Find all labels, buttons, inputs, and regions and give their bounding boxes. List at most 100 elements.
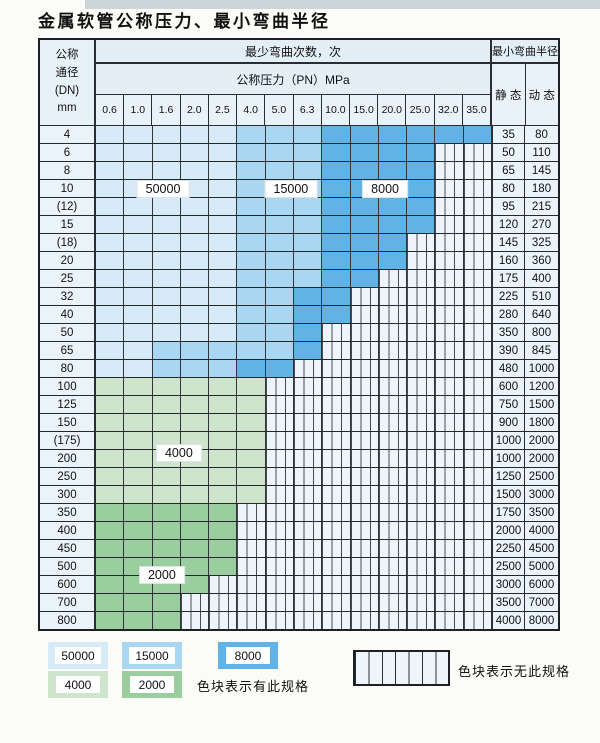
dn-cell: 600 <box>40 576 96 593</box>
spec-available-cell <box>378 198 408 215</box>
spec-available-cell <box>152 378 181 395</box>
table-row: (175) 1000 2000 <box>40 432 558 450</box>
spec-available-cell <box>378 144 408 161</box>
no-spec-cell <box>435 396 464 413</box>
table-row: 8 65 145 <box>40 162 558 180</box>
spec-available-cell <box>124 144 153 161</box>
pressure-header: 公称压力（PN）MPa <box>96 64 490 95</box>
spec-available-cell <box>435 126 464 143</box>
no-spec-cell <box>322 450 351 467</box>
spec-available-cell <box>180 468 210 485</box>
pressure-column-header: 20.0 <box>378 95 407 125</box>
spec-available-cell <box>322 144 351 161</box>
no-spec-cell <box>435 180 464 197</box>
static-radius-cell: 95 <box>492 198 525 215</box>
no-spec-cell <box>435 324 464 341</box>
spec-available-cell <box>265 324 294 341</box>
static-radius-cell: 2250 <box>492 540 525 557</box>
dn-cell: (12) <box>40 198 96 215</box>
no-spec-cell <box>293 612 323 629</box>
spec-available-cell <box>152 126 181 143</box>
spec-available-cell <box>124 522 153 539</box>
spec-available-cell <box>209 162 238 179</box>
spec-available-cell <box>350 252 379 269</box>
spec-available-cell <box>209 324 238 341</box>
no-spec-cell <box>435 576 464 593</box>
static-radius-cell: 600 <box>492 378 525 395</box>
no-spec-cell <box>463 504 492 521</box>
no-spec-cell <box>463 432 492 449</box>
spec-available-cell <box>96 594 125 611</box>
spec-available-cell <box>209 306 238 323</box>
pressure-column-header: 6.3 <box>294 95 322 125</box>
table-row: 600 3000 6000 <box>40 576 558 594</box>
spec-available-cell <box>96 288 125 305</box>
table-row: 20 160 360 <box>40 252 558 270</box>
no-spec-cell <box>435 558 464 575</box>
spec-available-cell <box>152 540 181 557</box>
dn-cell: 20 <box>40 252 96 269</box>
no-spec-cell <box>322 522 351 539</box>
spec-available-cell <box>237 180 266 197</box>
spec-available-cell <box>152 216 181 233</box>
no-spec-cell <box>407 486 436 503</box>
no-spec-cell <box>435 270 464 287</box>
no-spec-cell <box>435 306 464 323</box>
spec-available-cell <box>265 306 294 323</box>
table-body: 4 35 80 6 50 110 8 65 145 10 80 180 (12) 95 215 15 120 27… <box>40 125 558 629</box>
no-spec-cell <box>322 432 351 449</box>
spec-available-cell <box>209 288 238 305</box>
no-spec-cell <box>265 522 294 539</box>
no-spec-cell <box>237 522 266 539</box>
no-spec-cell <box>463 612 492 629</box>
spec-available-cell <box>180 522 210 539</box>
no-spec-cell <box>350 576 379 593</box>
no-spec-cell <box>293 414 323 431</box>
no-spec-cell <box>407 306 436 323</box>
spec-available-cell <box>350 270 379 287</box>
spec-available-cell <box>237 486 266 503</box>
no-spec-cell <box>237 594 266 611</box>
no-spec-cell <box>265 540 294 557</box>
spec-available-cell <box>265 288 294 305</box>
no-spec-cell <box>265 504 294 521</box>
cycle-count-label: 2000 <box>138 565 185 584</box>
no-spec-cell <box>378 378 408 395</box>
no-spec-cell <box>293 540 323 557</box>
cycle-count-label: 50000 <box>136 179 190 198</box>
spec-available-cell <box>265 162 294 179</box>
spec-available-cell <box>96 216 125 233</box>
spec-available-cell <box>124 162 153 179</box>
no-spec-cell <box>350 324 379 341</box>
no-spec-cell <box>407 504 436 521</box>
spec-available-cell <box>209 378 238 395</box>
spec-available-cell <box>265 198 294 215</box>
pressure-cells <box>96 486 492 503</box>
static-radius-cell: 175 <box>492 270 525 287</box>
static-radius-cell: 2500 <box>492 558 525 575</box>
no-spec-cell <box>463 414 492 431</box>
spec-available-cell <box>96 468 125 485</box>
spec-available-cell <box>96 612 125 629</box>
spec-available-cell <box>293 342 323 359</box>
dn-cell: 4 <box>40 126 96 143</box>
spec-available-cell <box>152 486 181 503</box>
spec-available-cell <box>237 360 266 377</box>
dynamic-radius-cell: 510 <box>525 288 558 305</box>
dynamic-radius-cell: 6000 <box>525 576 558 593</box>
no-spec-cell <box>265 576 294 593</box>
spec-available-cell <box>293 144 323 161</box>
spec-available-cell <box>124 396 153 413</box>
no-spec-cell <box>435 414 464 431</box>
spec-available-cell <box>152 144 181 161</box>
pressure-cells <box>96 342 492 359</box>
dn-cell: 40 <box>40 306 96 323</box>
spec-available-cell <box>96 540 125 557</box>
spec-available-cell <box>180 270 210 287</box>
no-spec-cell <box>378 612 408 629</box>
dn-cell: 100 <box>40 378 96 395</box>
table-row: 40 280 640 <box>40 306 558 324</box>
no-spec-cell <box>435 432 464 449</box>
dynamic-radius-cell: 1500 <box>525 396 558 413</box>
